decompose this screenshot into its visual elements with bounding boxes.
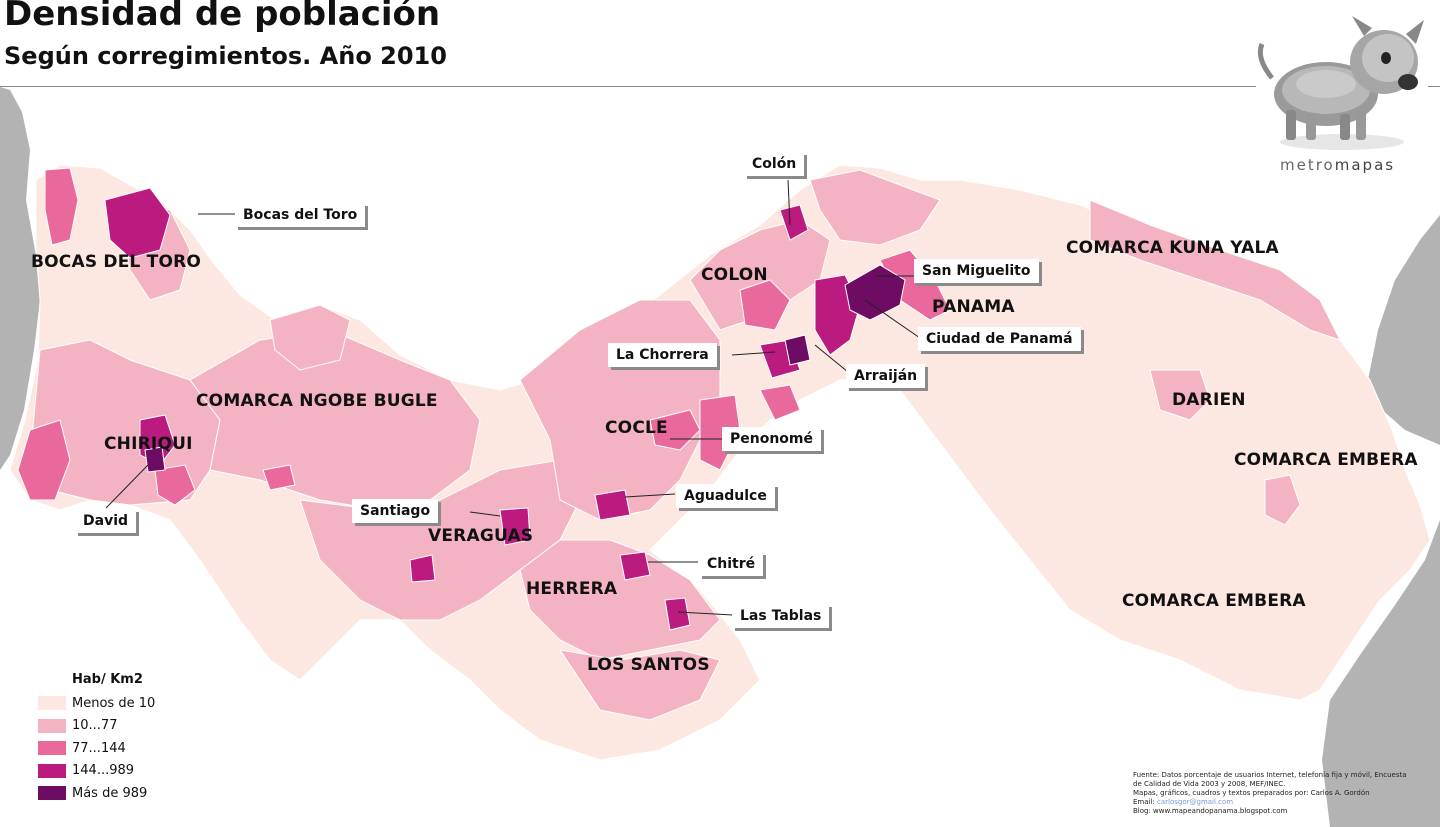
legend-label: Más de 989	[72, 785, 148, 801]
callout-ciudad-de-panama: Ciudad de Panamá	[918, 327, 1081, 351]
source-line: Fuente: Datos porcentaje de usuarios Int…	[1133, 771, 1407, 779]
legend-label: 10...77	[72, 718, 118, 734]
density-77-144	[17, 167, 951, 506]
legend-title: Hab/ Km2	[72, 672, 143, 687]
map-title: Densidad de población	[4, 0, 441, 34]
region-label-darien: DARIEN	[1172, 390, 1246, 410]
colombia-land	[1365, 215, 1440, 445]
callout-chitre: Chitré	[699, 552, 764, 576]
source-blog-line[interactable]: Blog: www.mapeandopanama.blogspot.com	[1133, 807, 1288, 815]
callout-bocas-del-toro: Bocas del Toro	[235, 203, 366, 227]
region-label-cocle: COCLE	[605, 418, 668, 438]
legend-label: 144...989	[72, 763, 135, 779]
legend-swatch	[38, 786, 66, 801]
panama-map	[0, 87, 1440, 827]
metromapas-logo: metromapas	[1256, 14, 1428, 190]
colombia-land-south	[1322, 520, 1440, 827]
callout-david: David	[75, 509, 137, 533]
legend-label: 77...144	[72, 740, 126, 756]
callout-arraijan: Arraiján	[846, 364, 926, 388]
source-line: Mapas, gráficos, cuadros y textos prepar…	[1133, 789, 1370, 797]
callout-penonome: Penonomé	[722, 427, 822, 451]
legend-item: 77...144	[38, 737, 238, 760]
region-label-comarca-kuna-yala: COMARCA KUNA YALA	[1066, 238, 1279, 258]
header-divider	[0, 86, 1440, 87]
region-label-panama: PANAMA	[932, 297, 1015, 317]
logo-word-part: mapas	[1334, 156, 1396, 174]
source-credit: Fuente: Datos porcentaje de usuarios Int…	[1133, 771, 1423, 816]
costa-rica-land	[0, 87, 40, 470]
map-subtitle: Según corregimientos. Año 2010	[4, 42, 447, 70]
email-link[interactable]: carlosgor@gmail.com	[1157, 798, 1234, 806]
region-label-veraguas: VERAGUAS	[428, 526, 534, 546]
region-label-chiriqui: CHIRIQUI	[104, 434, 193, 454]
legend: Hab/ Km2 Menos de 10 10...77 77...144 14…	[38, 672, 238, 805]
region-label-comarca-ngobe-bugle: COMARCA NGOBE BUGLE	[196, 391, 438, 411]
region-label-comarca-embera-south: COMARCA EMBERA	[1122, 591, 1306, 611]
legend-swatch	[38, 741, 66, 756]
density-over-989	[144, 264, 906, 473]
logo-word-part: metro	[1280, 156, 1335, 174]
legend-swatch	[38, 763, 66, 778]
dog-mascot-icon	[1257, 16, 1424, 150]
legend-label: Menos de 10	[72, 695, 156, 711]
callout-leaders	[105, 179, 921, 616]
legend-item: Más de 989	[38, 782, 238, 805]
region-label-colon: COLON	[701, 265, 768, 285]
region-label-herrera: HERRERA	[526, 579, 618, 599]
callout-san-miguelito: San Miguelito	[914, 259, 1039, 283]
legend-swatch	[38, 696, 66, 711]
legend-item: 144...989	[38, 760, 238, 783]
source-email-line: Email: carlosgor@gmail.com	[1133, 798, 1423, 807]
region-label-los-santos: LOS SANTOS	[587, 655, 710, 675]
source-line: de Calidad de Vida 2003 y 2008, MEF/INEC…	[1133, 780, 1286, 788]
callout-la-chorrera: La Chorrera	[608, 343, 717, 367]
callout-aguadulce: Aguadulce	[676, 484, 775, 508]
legend-item: Menos de 10	[38, 692, 238, 715]
legend-swatch	[38, 718, 66, 733]
email-label: Email:	[1133, 798, 1155, 806]
density-10-77	[29, 169, 1341, 721]
callout-santiago: Santiago	[352, 499, 439, 523]
legend-item: 10...77	[38, 715, 238, 738]
region-label-bocas-del-toro: BOCAS DEL TORO	[31, 252, 202, 272]
callout-colon: Colón	[744, 152, 805, 176]
logo-wordmark: metromapas	[1280, 156, 1395, 174]
region-label-comarca-embera-east: COMARCA EMBERA	[1234, 450, 1418, 470]
callout-las-tablas: Las Tablas	[732, 604, 830, 628]
header: Densidad de población Según corregimient…	[0, 0, 1250, 86]
